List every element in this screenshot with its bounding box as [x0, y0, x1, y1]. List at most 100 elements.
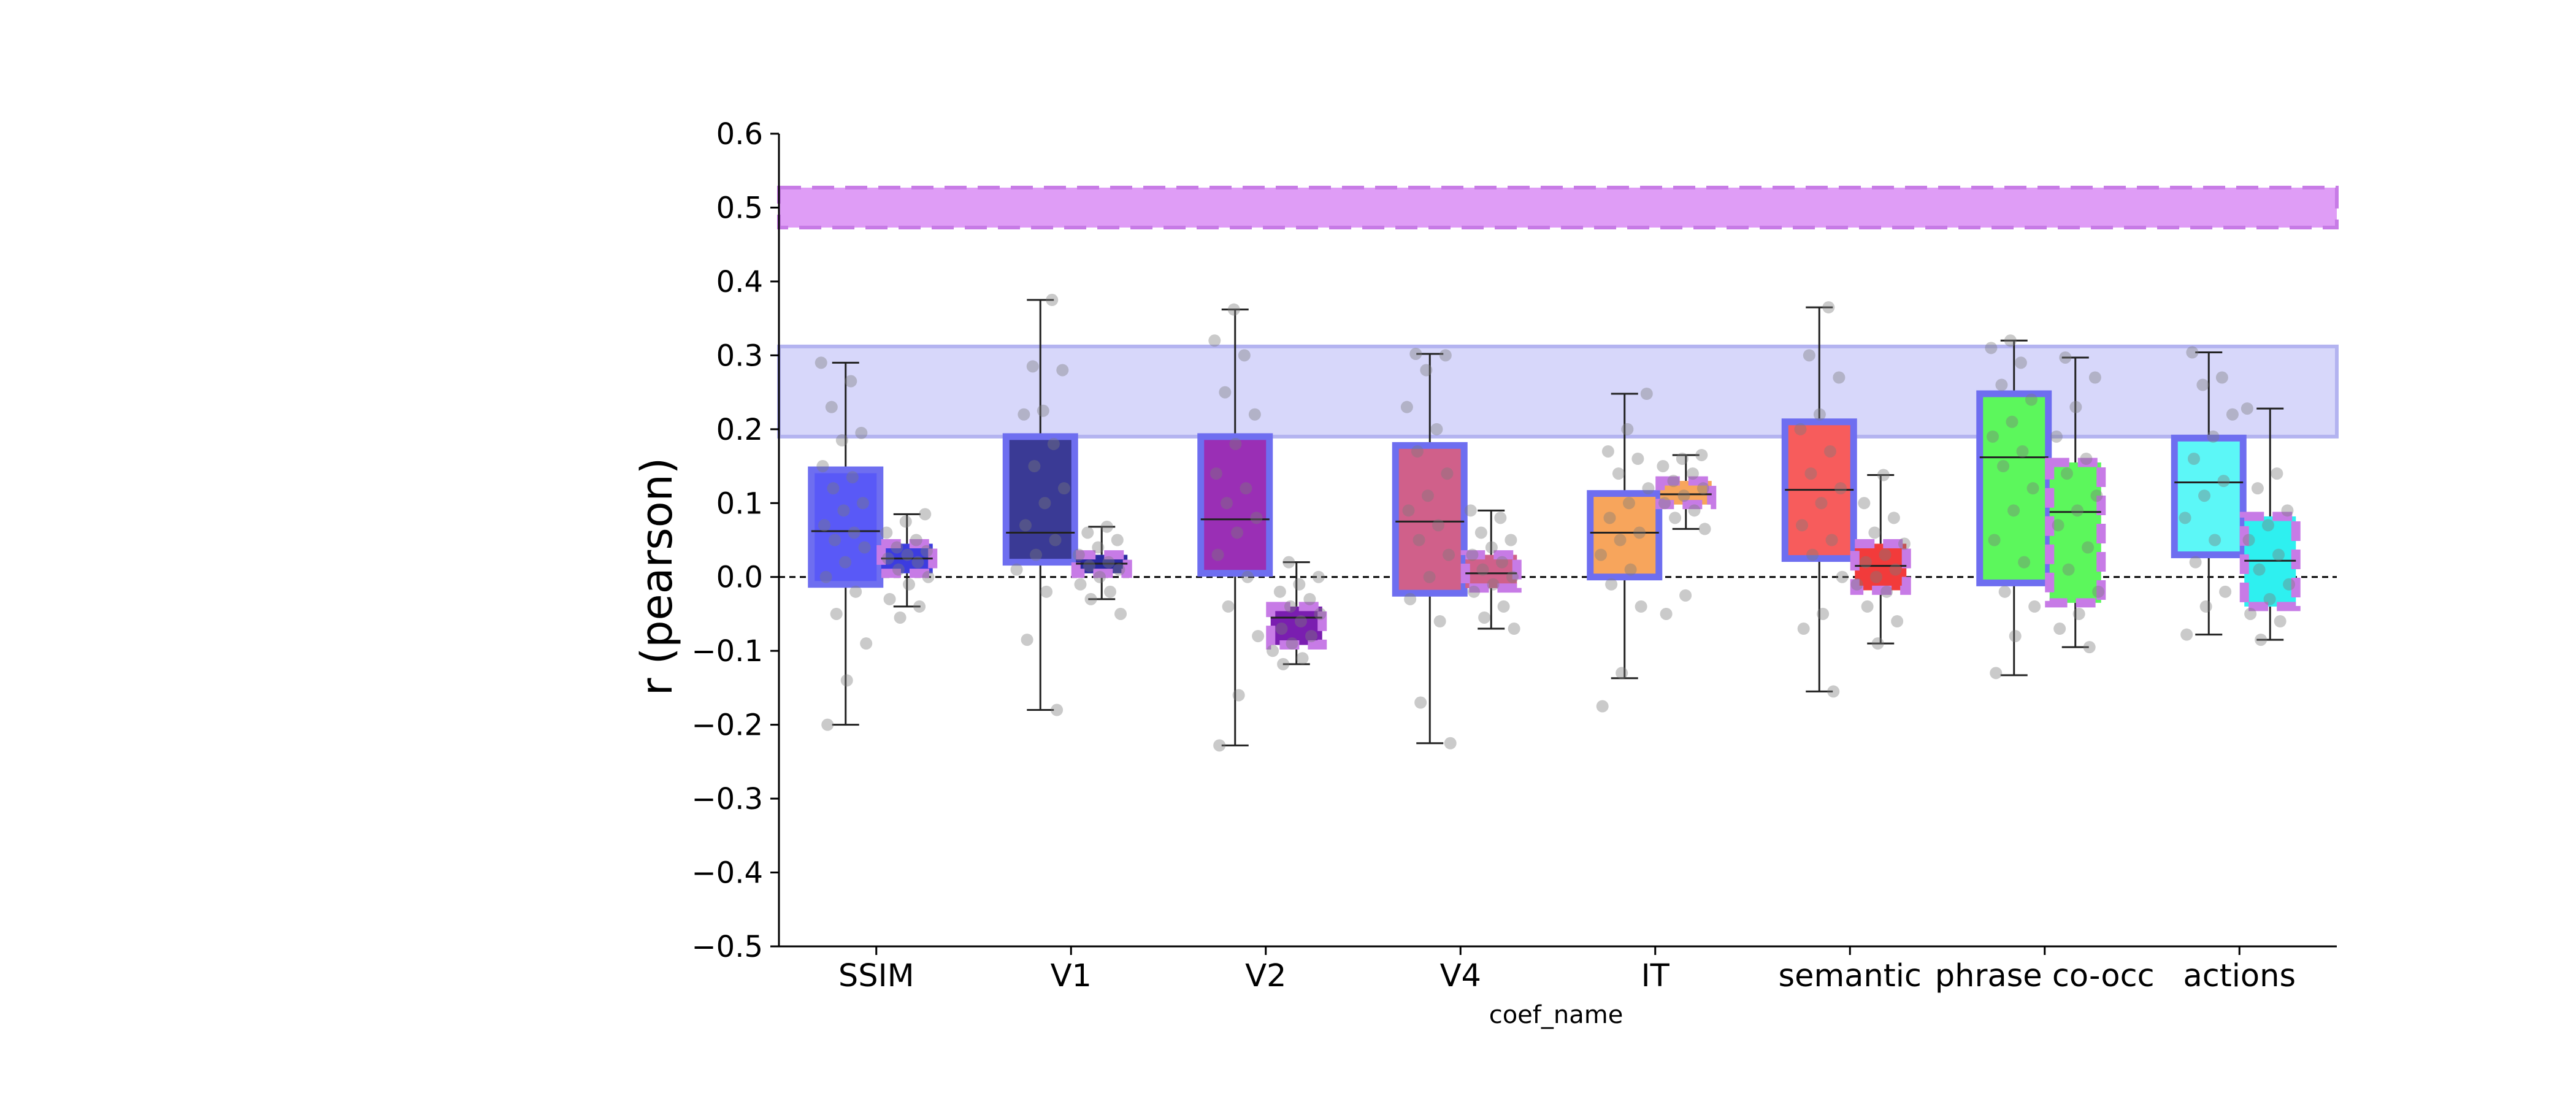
point-V4-right [1508, 623, 1520, 635]
point-IT-left [1622, 497, 1635, 510]
point-phrase-co-occ-left [1995, 378, 2008, 391]
point-semantic-left [1822, 301, 1835, 314]
point-V4-left [1414, 696, 1427, 709]
point-IT-right [1686, 467, 1699, 480]
x-tick-label: semantic [1779, 958, 1922, 994]
x-tick-label: SSIM [838, 958, 914, 994]
point-actions-right [2283, 578, 2296, 591]
point-V4-right [1466, 548, 1479, 561]
point-actions-right [2274, 615, 2287, 627]
point-V4-right [1506, 570, 1519, 583]
point-V4-left [1443, 548, 1455, 561]
point-V4-right [1476, 563, 1489, 576]
point-phrase-co-occ-left [2026, 482, 2039, 495]
point-V1-right [1111, 534, 1124, 546]
data-points [815, 294, 2296, 752]
point-V1-right [1074, 578, 1087, 591]
point-V2-left [1241, 570, 1254, 583]
point-SSIM-left [845, 375, 857, 388]
box-IT-right [1655, 454, 1717, 530]
point-semantic-right [1898, 537, 1911, 550]
point-V4-left [1411, 445, 1424, 458]
box-V2-left [1197, 309, 1273, 746]
point-V1-left [1026, 360, 1039, 373]
point-V4-right [1505, 534, 1517, 546]
point-actions-left [2196, 378, 2209, 391]
box-body [1850, 539, 1911, 595]
point-V4-left [1413, 534, 1425, 546]
point-V4-left [1402, 504, 1415, 517]
point-V4-left [1423, 570, 1436, 583]
box-actions-left [2171, 351, 2247, 636]
point-SSIM-left [835, 434, 848, 447]
point-V2-right [1305, 630, 1318, 643]
box-V4-left [1392, 353, 1468, 745]
point-semantic-left [1823, 445, 1836, 458]
x-tick-label: V1 [1051, 958, 1092, 994]
point-semantic-right [1859, 556, 1872, 569]
box-body [1002, 433, 1078, 566]
reference-band-2 [777, 344, 2339, 439]
point-V2-right [1294, 615, 1307, 627]
point-V2-left [1248, 408, 1261, 421]
point-semantic-right [1877, 469, 1890, 481]
point-SSIM-left [816, 460, 829, 473]
point-semantic-right [1880, 585, 1893, 598]
point-SSIM-left [830, 607, 843, 620]
point-phrase-co-occ-right [2052, 519, 2064, 532]
point-SSIM-left [821, 718, 834, 731]
y-tick-label: 0.1 [716, 486, 763, 521]
point-phrase-co-occ-left [2004, 334, 2017, 347]
point-V4-left [1400, 401, 1413, 413]
box-body [2171, 434, 2247, 559]
point-IT-left [1601, 445, 1614, 458]
point-semantic-left [1803, 349, 1815, 362]
point-V1-left [1037, 404, 1049, 417]
point-phrase-co-occ-right [2072, 607, 2085, 620]
point-V4-left [1420, 364, 1433, 377]
point-V2-left [1232, 689, 1245, 702]
point-SSIM-left [829, 534, 841, 546]
point-SSIM-left [860, 637, 873, 650]
point-actions-left [2217, 475, 2230, 488]
point-semantic-right [1858, 497, 1871, 510]
point-V1-left [1056, 364, 1069, 377]
point-phrase-co-occ-right [2050, 430, 2063, 443]
x-axis-label: coef_name [1489, 1001, 1623, 1029]
point-V4-right [1494, 512, 1507, 524]
point-SSIM-left [819, 570, 832, 583]
point-IT-right [1696, 482, 1709, 495]
box-SSIM-right [876, 513, 938, 608]
point-IT-left [1614, 534, 1627, 546]
y-tick-label: 0.2 [716, 413, 763, 447]
point-phrase-co-occ-left [2014, 356, 2027, 369]
point-SSIM-right [894, 611, 907, 624]
point-semantic-left [1836, 570, 1849, 583]
point-actions-right [2242, 534, 2255, 546]
point-phrase-co-occ-left [1998, 585, 2011, 598]
point-V1-right [1092, 541, 1105, 554]
point-phrase-co-occ-right [2059, 351, 2072, 364]
point-semantic-left [1804, 467, 1817, 480]
point-SSIM-right [920, 545, 933, 558]
x-tick-label: actions [2183, 958, 2296, 994]
box-V1-left [1002, 299, 1078, 711]
x-tick-label: IT [1641, 958, 1670, 994]
point-V2-left [1222, 600, 1235, 613]
point-semantic-right [1891, 615, 1904, 627]
point-V2-right [1267, 645, 1279, 657]
point-semantic-left [1797, 623, 1810, 635]
point-SSIM-left [815, 356, 827, 369]
point-V4-right [1478, 611, 1491, 624]
point-V1-left [1010, 563, 1023, 576]
point-actions-left [2179, 512, 2191, 524]
point-V2-left [1227, 303, 1240, 316]
y-axis-label: r (pearson) [632, 458, 682, 696]
point-phrase-co-occ-left [2016, 445, 2029, 458]
point-SSIM-right [919, 508, 932, 521]
point-IT-right [1669, 512, 1682, 524]
point-V2-left [1211, 548, 1224, 561]
x-tick-label: V4 [1440, 958, 1481, 994]
point-phrase-co-occ-right [2053, 623, 2066, 635]
point-V2-left [1240, 482, 1252, 495]
